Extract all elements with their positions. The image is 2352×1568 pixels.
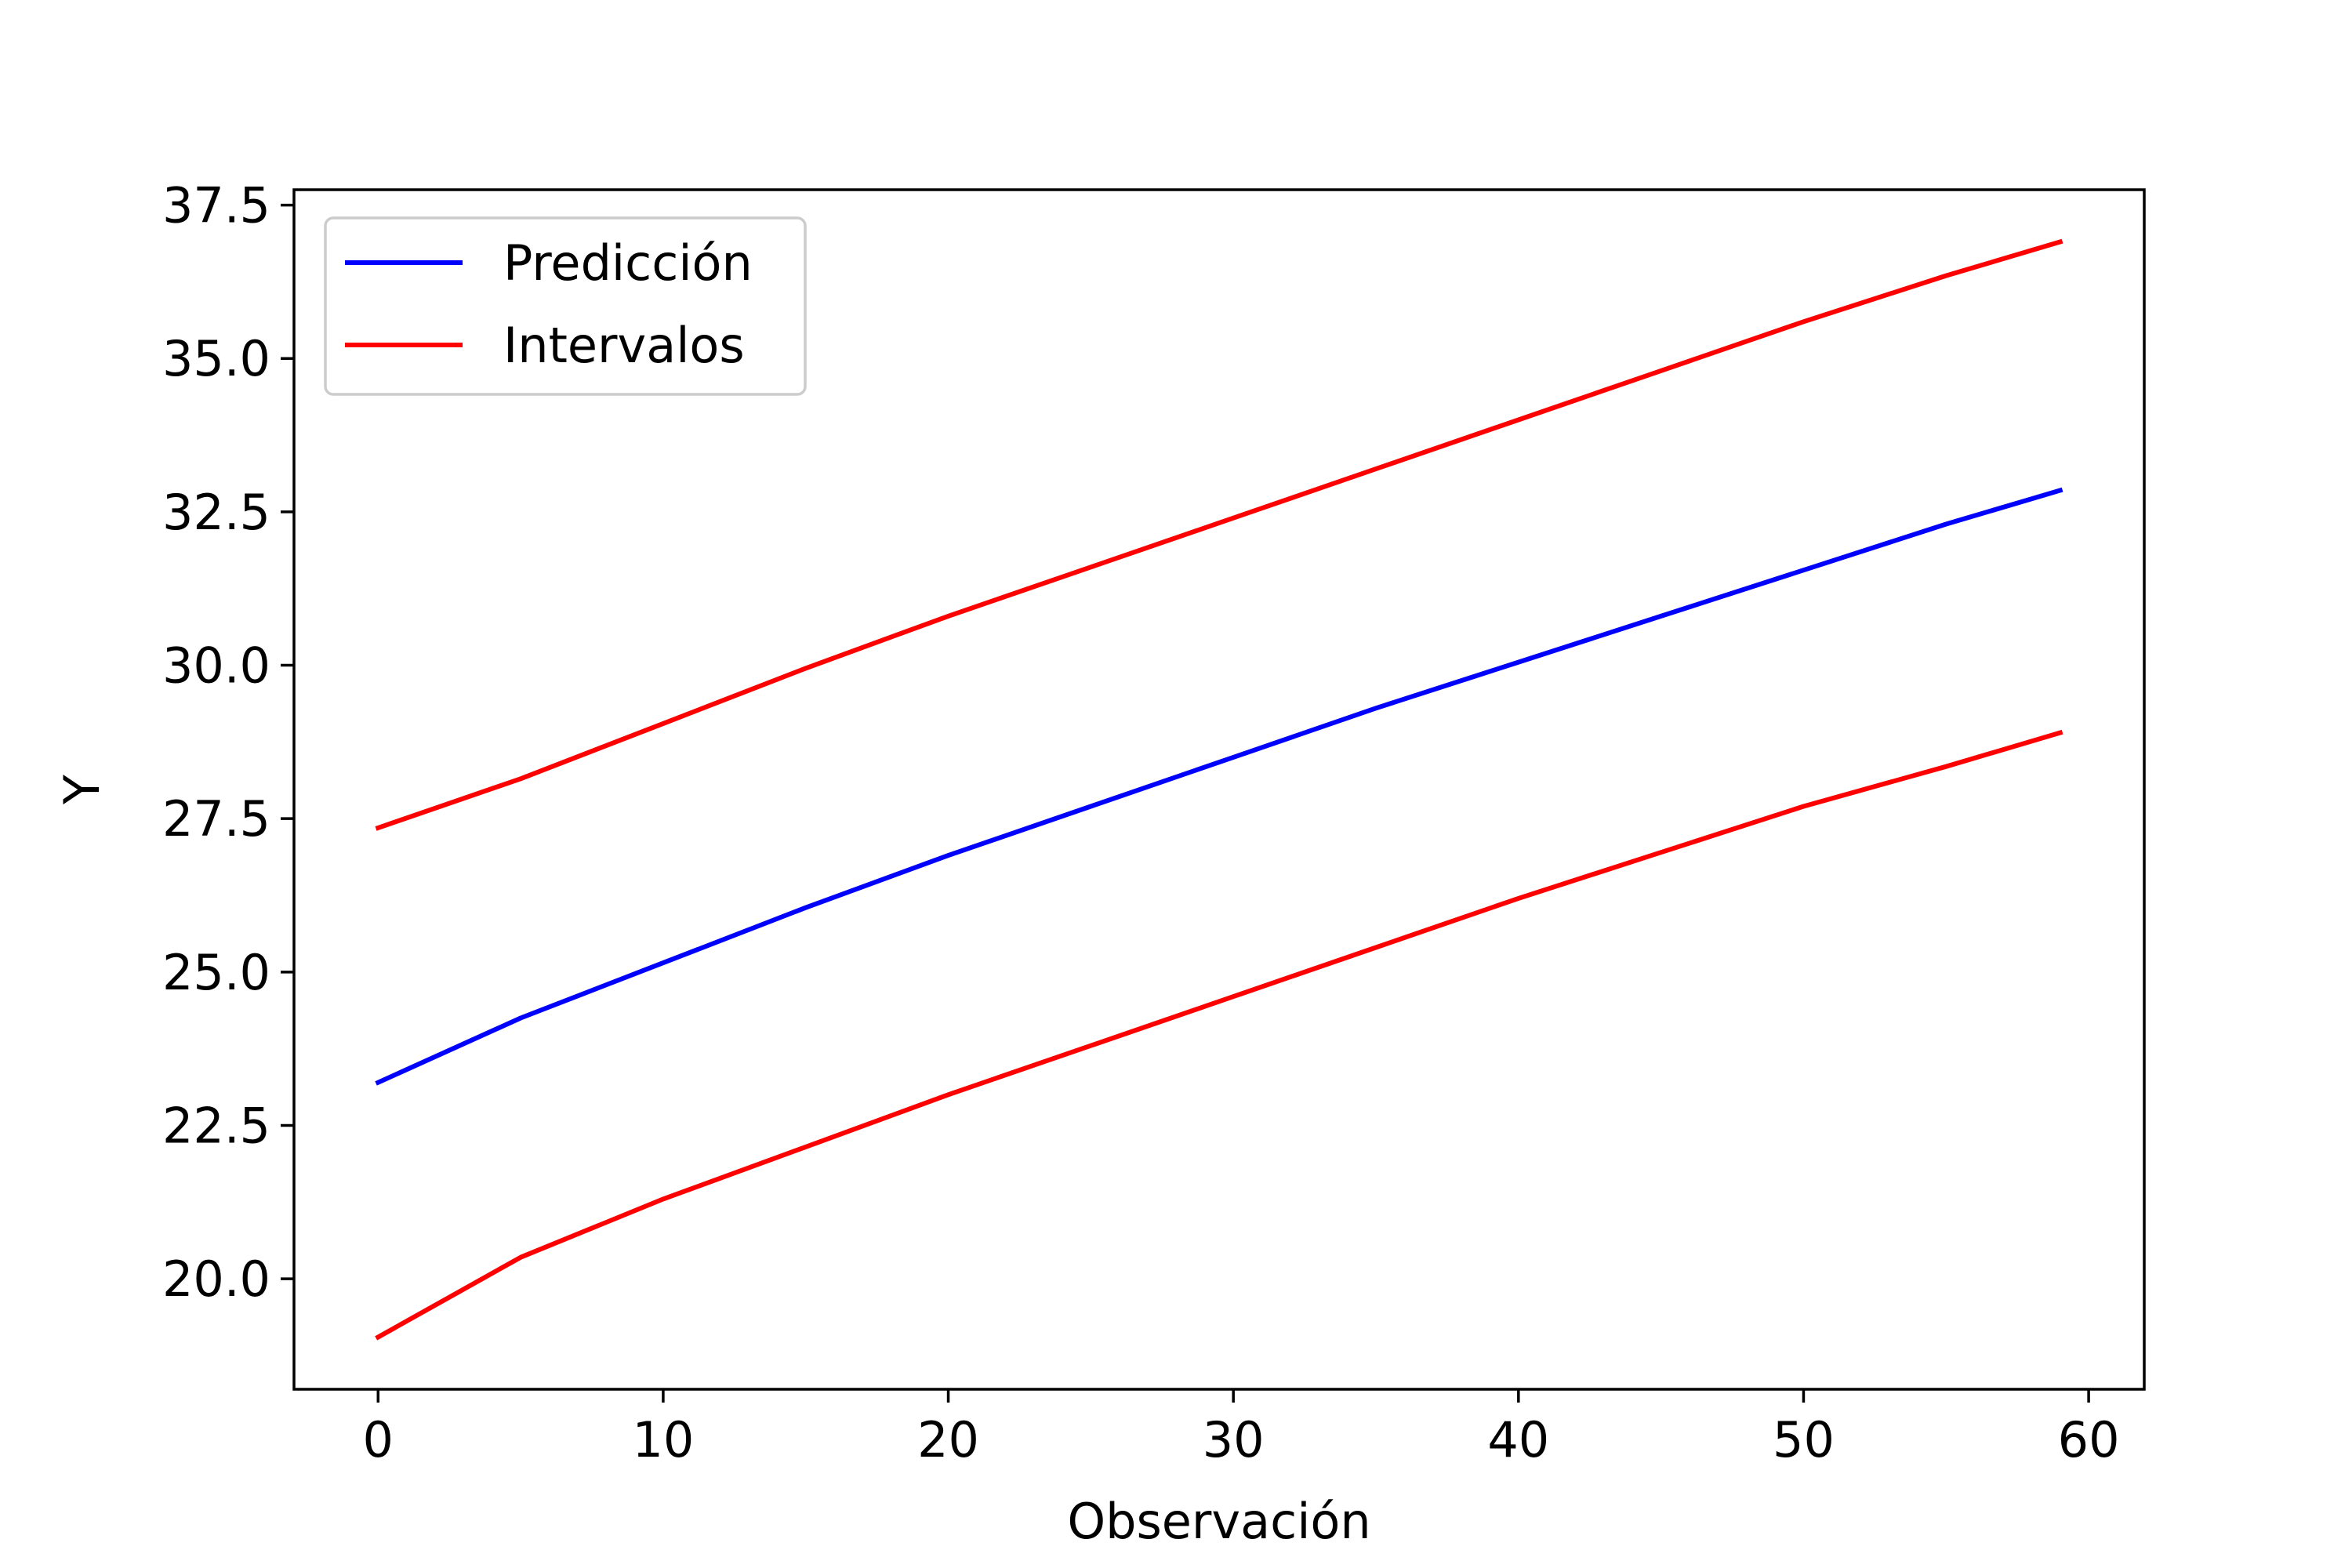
x-axis-label: Observación [1067,1493,1370,1550]
y-tick-label: 37.5 [162,177,270,234]
series-line-prediccion [375,487,2063,1086]
legend: Predicción Intervalos [324,216,807,396]
y-tick-label: 25.0 [162,944,270,1001]
y-tick-label: 35.0 [162,330,270,387]
x-tick-label: 0 [363,1411,394,1468]
y-tick-label: 32.5 [162,484,270,541]
y-tick-label: 20.0 [162,1250,270,1308]
x-tick-label: 10 [632,1411,694,1468]
x-tick-label: 30 [1203,1411,1265,1468]
x-tick-label: 40 [1487,1411,1549,1468]
legend-label-prediccion: Predicción [503,234,753,292]
x-tick-label: 50 [1773,1411,1835,1468]
y-axis-label: Y [53,775,111,805]
series-layer [375,238,2063,1341]
y-tick-label: 27.5 [162,790,270,848]
series-line-intervalos [375,238,2063,831]
y-axis-ticks: 20.0 22.5 25.0 27.5 30.0 32.5 35.0 37.5 [162,177,294,1308]
y-tick-label: 30.0 [162,637,270,695]
x-axis-ticks: 0 10 20 30 40 50 60 [363,1389,2120,1468]
legend-label-intervalos: Intervalos [503,317,745,374]
x-tick-label: 60 [2058,1411,2120,1468]
x-tick-label: 20 [917,1411,979,1468]
y-tick-label: 22.5 [162,1097,270,1154]
series-line-intervalos-lower [375,729,2063,1341]
